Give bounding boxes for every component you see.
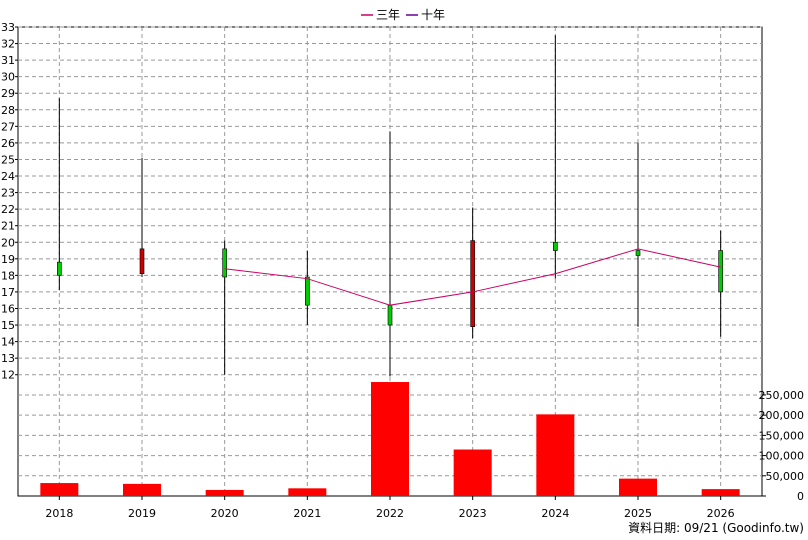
price-axis-tick-label: 18 (1, 269, 15, 282)
candle-body (57, 261, 62, 276)
candle-body (470, 240, 475, 328)
legend-label-10yr: 十年 (421, 8, 445, 22)
x-axis-tick-label: 2018 (45, 507, 73, 520)
volume-bar (619, 478, 657, 496)
price-axis-tick-label: 33 (1, 21, 15, 34)
x-axis-tick-label: 2022 (376, 507, 404, 520)
volume-bar (288, 488, 327, 496)
volume-bar (40, 483, 79, 496)
volume-bar (123, 483, 161, 496)
volume-bar (453, 449, 492, 496)
volume-axis-tick-label: 150,000 (759, 429, 805, 442)
price-axis-tick-label: 14 (1, 336, 15, 349)
legend: 三年 十年 (361, 8, 445, 22)
x-axis-tick-label: 2021 (293, 507, 321, 520)
price-axis-tick-label: 22 (1, 203, 15, 216)
candle-body (635, 250, 641, 256)
price-axis-tick-label: 15 (1, 319, 15, 332)
price-axis-tick-label: 16 (1, 302, 15, 315)
price-axis-tick-label: 25 (1, 153, 15, 166)
price-axis-tick-label: 29 (1, 87, 15, 100)
price-axis-tick-label: 27 (1, 120, 15, 133)
candle-body (387, 304, 393, 326)
price-axis-tick-label: 17 (1, 286, 15, 299)
legend-label-3yr: 三年 (376, 8, 400, 22)
price-axis-tick-label: 12 (1, 369, 15, 382)
three-year-average-line (224, 248, 721, 306)
price-axis-tick-label: 20 (1, 236, 15, 249)
price-axis-tick-label: 32 (1, 38, 15, 51)
x-axis-tick-label: 2020 (211, 507, 239, 520)
x-axis-tick-label: 2023 (459, 507, 487, 520)
volume-axis-tick-label: 50,000 (766, 470, 805, 483)
price-axis-tick-label: 13 (1, 352, 15, 365)
x-axis-tick-label: 2024 (541, 507, 569, 520)
price-axis-tick-label: 21 (1, 220, 15, 233)
volume-axis-tick-label: 0 (797, 490, 804, 503)
candle-body (222, 248, 227, 278)
volume-axis-tick-label: 250,000 (759, 389, 805, 402)
volume-axis-tick-label: 200,000 (759, 409, 805, 422)
x-axis-tick-label: 2026 (707, 507, 735, 520)
price-axis-tick-label: 19 (1, 253, 15, 266)
price-axis-tick-label: 28 (1, 104, 15, 117)
candle-body (139, 248, 145, 275)
price-axis-tick-label: 23 (1, 187, 15, 200)
price-axis-tick-label: 30 (1, 71, 15, 84)
volume-axis-tick-label: 100,000 (759, 450, 805, 463)
x-axis-tick-label: 2025 (624, 507, 652, 520)
candle-body (553, 241, 558, 251)
x-axis-tick-label: 2019 (128, 507, 156, 520)
candle-body (305, 276, 310, 306)
volume-bar (205, 489, 244, 496)
data-date-footer: 資料日期: 09/21 (Goodinfo.tw) (628, 521, 804, 535)
price-axis-tick-label: 24 (1, 170, 15, 183)
candle-body (718, 250, 723, 293)
price-axis-tick-label: 31 (1, 54, 15, 67)
volume-bar (536, 414, 575, 496)
volume-bar (701, 489, 740, 496)
volume-bar (371, 382, 409, 496)
price-axis-tick-label: 26 (1, 137, 15, 150)
